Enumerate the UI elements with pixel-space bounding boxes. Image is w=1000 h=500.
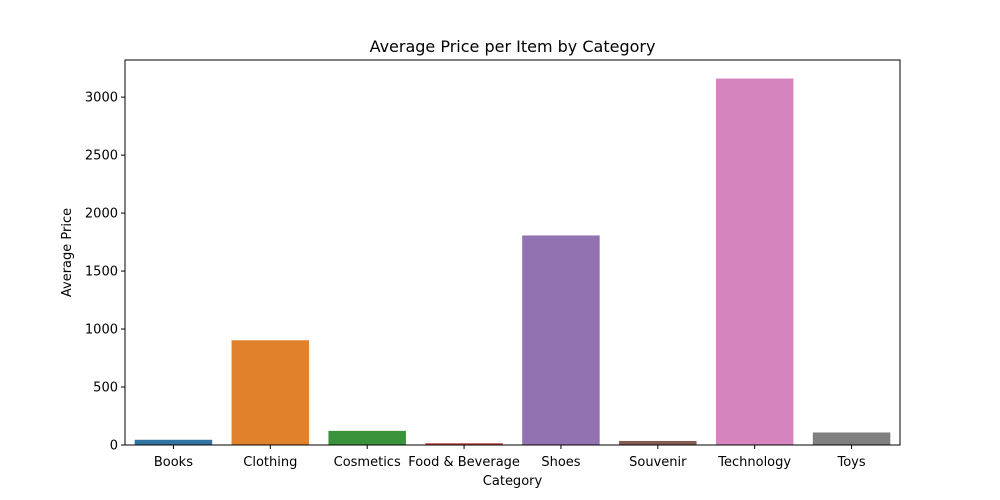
x-axis-label: Category <box>483 474 543 489</box>
x-axis: Books Clothing Cosmetics Food & Beverage Sho… <box>154 445 866 470</box>
x-tick-label-books: Books <box>154 455 193 470</box>
x-tick-label-souvenir: Souvenir <box>629 455 687 470</box>
x-tick-label-cosmetics: Cosmetics <box>334 455 401 470</box>
bar-toys <box>812 432 891 445</box>
x-tick-label-toys: Toys <box>836 455 865 470</box>
bar-clothing <box>231 340 310 445</box>
y-tick-label-3000: 3000 <box>85 91 118 106</box>
x-tick-label-food-and-beverage: Food & Beverage <box>408 455 520 470</box>
y-tick-label-1500: 1500 <box>85 265 118 280</box>
bar-technology <box>715 78 794 446</box>
y-tick-label-2500: 2500 <box>85 149 118 164</box>
bar-books <box>134 439 213 445</box>
plot-frame <box>124 59 901 446</box>
bar-souvenir <box>619 440 697 445</box>
x-tick-label-shoes: Shoes <box>541 455 580 470</box>
x-tick-label-clothing: Clothing <box>243 455 297 470</box>
y-tick-label-1000: 1000 <box>85 323 118 338</box>
chart-title: Average Price per Item by Category <box>370 37 656 56</box>
y-tick-label-500: 500 <box>93 381 118 396</box>
x-tick-label-technology: Technology <box>717 455 791 470</box>
y-axis-label: Average Price <box>60 208 75 297</box>
bars-group <box>134 78 891 446</box>
bar-shoes <box>522 235 600 445</box>
bar-cosmetics <box>328 430 406 445</box>
y-tick-label-0: 0 <box>110 439 118 454</box>
y-tick-label-2000: 2000 <box>85 207 118 222</box>
y-axis: 0 500 1000 1500 2000 2500 3000 <box>85 91 125 454</box>
bar-food-and-beverage <box>425 443 503 445</box>
